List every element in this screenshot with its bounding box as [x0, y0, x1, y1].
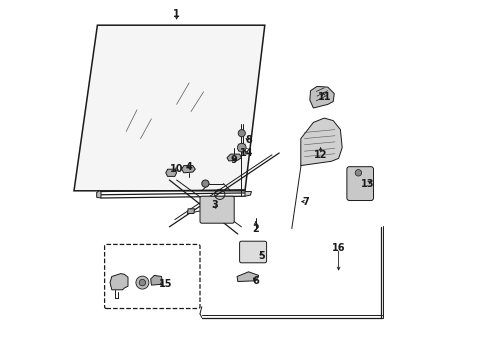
Polygon shape: [245, 192, 251, 196]
Text: 4: 4: [186, 162, 193, 172]
Polygon shape: [74, 25, 265, 191]
Polygon shape: [310, 86, 334, 108]
Text: 16: 16: [332, 243, 345, 253]
Text: 13: 13: [361, 179, 374, 189]
Polygon shape: [187, 209, 195, 213]
Text: 11: 11: [318, 92, 331, 102]
Text: 14: 14: [240, 148, 253, 158]
FancyBboxPatch shape: [240, 241, 267, 263]
Polygon shape: [237, 272, 259, 282]
Polygon shape: [182, 166, 196, 173]
Text: 3: 3: [211, 200, 218, 210]
Polygon shape: [227, 154, 242, 161]
Polygon shape: [151, 275, 162, 285]
Circle shape: [355, 170, 362, 176]
Text: 8: 8: [245, 135, 252, 145]
Text: 12: 12: [314, 150, 327, 160]
Polygon shape: [301, 118, 342, 166]
Text: 2: 2: [252, 224, 259, 234]
Text: 15: 15: [159, 279, 172, 289]
Circle shape: [238, 130, 245, 137]
Circle shape: [136, 276, 149, 289]
FancyBboxPatch shape: [200, 196, 234, 223]
Polygon shape: [110, 274, 128, 290]
Text: 7: 7: [303, 197, 310, 207]
Circle shape: [139, 279, 146, 286]
Text: 1: 1: [173, 9, 180, 19]
FancyBboxPatch shape: [347, 167, 373, 201]
Text: 6: 6: [252, 276, 259, 286]
Circle shape: [202, 180, 209, 187]
Polygon shape: [166, 169, 176, 176]
Text: 9: 9: [231, 155, 238, 165]
Circle shape: [238, 143, 246, 152]
Text: 10: 10: [170, 164, 183, 174]
Polygon shape: [97, 191, 101, 198]
Text: 5: 5: [258, 251, 265, 261]
